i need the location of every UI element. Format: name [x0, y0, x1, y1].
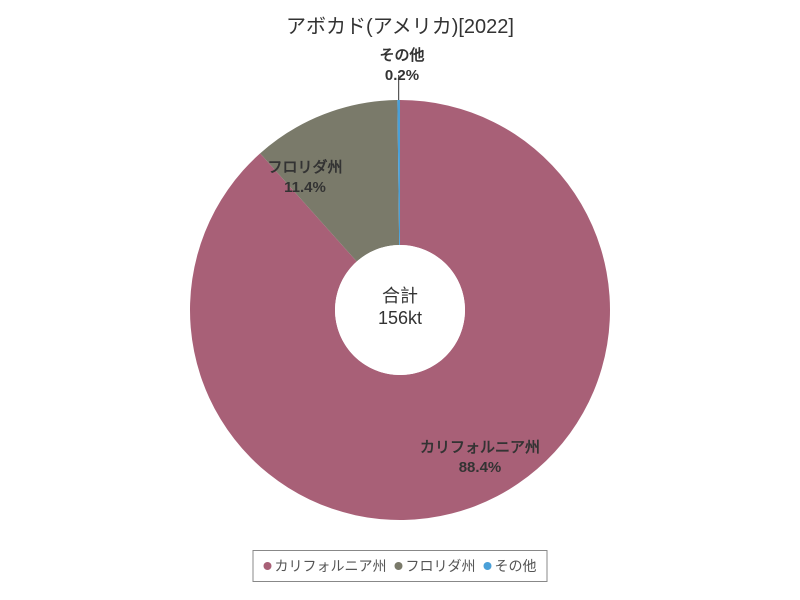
legend: カリフォルニア州フロリダ州その他 — [253, 550, 548, 582]
slice-label: カリフォルニア州88.4% — [420, 438, 540, 477]
donut-chart: 合計 156kt カリフォルニア州88.4%フロリダ州11.4%その他0.2% — [0, 50, 800, 530]
legend-item: カリフォルニア州 — [264, 556, 387, 576]
center-label: 合計 156kt — [360, 282, 440, 329]
legend-item: フロリダ州 — [395, 556, 476, 576]
legend-label: フロリダ州 — [406, 556, 476, 576]
legend-dot-icon — [395, 562, 403, 570]
legend-dot-icon — [264, 562, 272, 570]
center-label-top: 合計 — [360, 282, 440, 308]
legend-label: その他 — [495, 556, 537, 576]
legend-dot-icon — [484, 562, 492, 570]
chart-title: アボカド(アメリカ)[2022] — [0, 10, 800, 39]
legend-label: カリフォルニア州 — [275, 556, 387, 576]
slice-label: フロリダ州11.4% — [245, 158, 365, 197]
center-label-bottom: 156kt — [360, 308, 440, 329]
slice-label: その他0.2% — [342, 46, 462, 85]
legend-item: その他 — [484, 556, 537, 576]
